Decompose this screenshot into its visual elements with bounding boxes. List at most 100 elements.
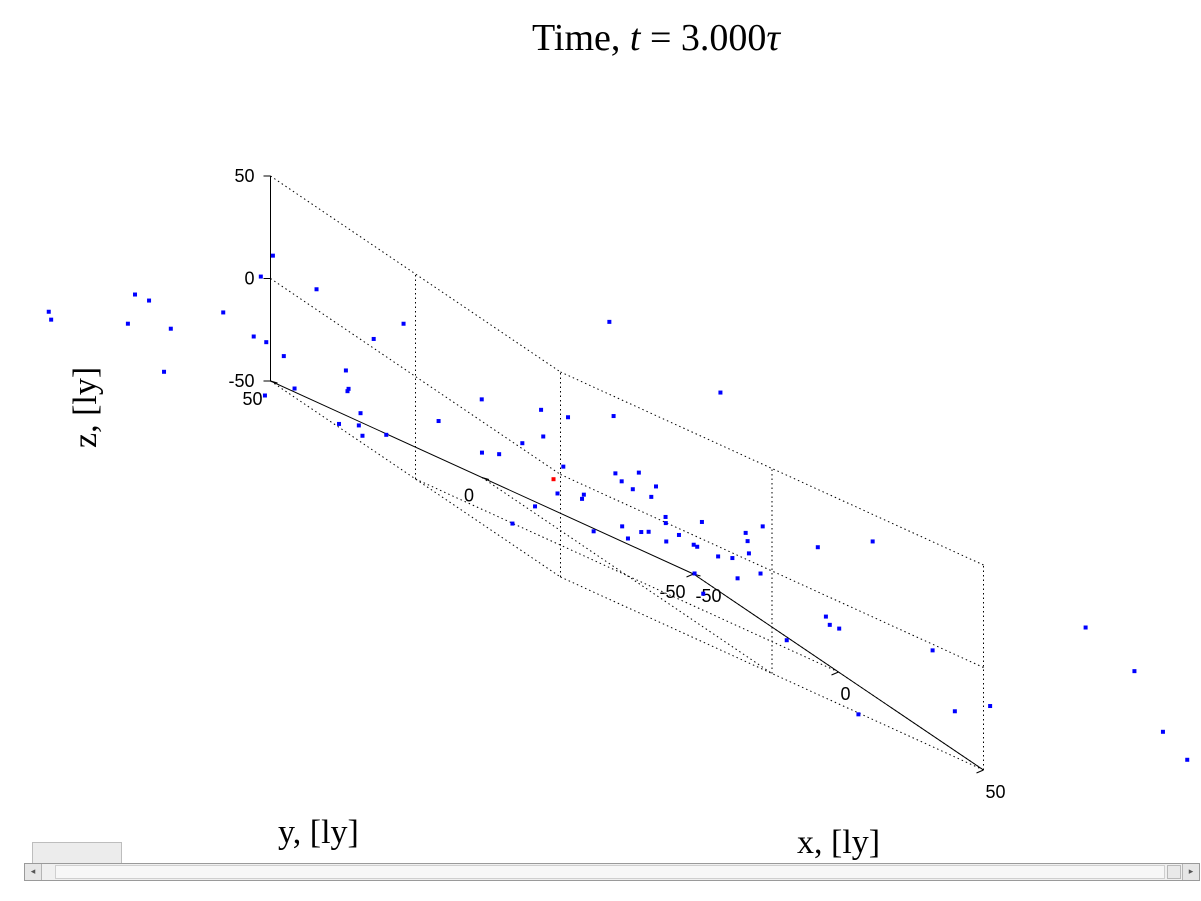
y-tick-mark [481, 477, 490, 480]
wall-grid-line [560, 371, 984, 566]
chart-title-variable: t [630, 17, 642, 59]
scatter-point [1132, 669, 1137, 674]
z-axis-label: z, [ly] [67, 367, 104, 448]
scatter-point [699, 519, 704, 524]
scatter-point [716, 554, 721, 559]
scatter-point [358, 411, 363, 416]
scatter-point [745, 539, 750, 544]
scroll-right-arrow-icon[interactable]: ▸ [1182, 864, 1199, 880]
scatter-point [281, 354, 286, 359]
scatter-point [436, 419, 441, 424]
y-tick-label: 50 [242, 389, 262, 409]
scatter-point [837, 626, 842, 631]
x-tick-mark [976, 769, 984, 774]
scatter-point [292, 386, 297, 391]
y-tick-label: 0 [464, 486, 474, 506]
scatter-point [345, 389, 350, 394]
grid [270, 175, 984, 771]
scatter-point [1185, 757, 1190, 762]
scatter-point [346, 386, 351, 391]
scatter-point [664, 539, 669, 544]
scatter-point [147, 298, 152, 303]
scatter-point [746, 551, 751, 556]
scatter-point [258, 274, 263, 279]
floor-grid-line [560, 576, 984, 771]
scatter-point [371, 336, 376, 341]
scatter-point [133, 292, 138, 297]
y-axis-label: y, [ly] [278, 814, 359, 851]
scatter-point [730, 556, 735, 561]
scatter-point [262, 393, 267, 398]
scatter-point [691, 542, 696, 547]
scatter-point [695, 544, 700, 549]
figure-tab-button[interactable] [32, 842, 122, 865]
scatter-point [630, 487, 635, 492]
scatter-point [46, 309, 51, 314]
chart-title-value: = 3.000 [640, 17, 766, 59]
wall-grid-line [560, 474, 984, 668]
scatter-point [551, 477, 556, 482]
scatter-point [743, 530, 748, 535]
scatter-point [314, 287, 319, 292]
scatter-point [636, 470, 641, 475]
x-tick-label: 0 [841, 684, 851, 704]
scatter-point [784, 638, 789, 643]
x-tick-mark [686, 573, 694, 578]
scrollbar-end-handle[interactable] [1167, 865, 1181, 879]
chart-title-unit: τ [766, 17, 781, 59]
scatter-point [520, 441, 525, 446]
scatter-point [823, 614, 828, 619]
scatter-point [639, 530, 644, 535]
scatter-point [561, 464, 566, 469]
scrollbar-thumb[interactable] [55, 865, 1165, 879]
scatter-point [988, 704, 993, 709]
scatter-point [555, 491, 560, 496]
scatter-point [591, 529, 596, 534]
scatter-point [1083, 625, 1088, 630]
x-tick-label: -50 [696, 586, 722, 606]
scatter-point [360, 433, 365, 438]
scatter-point [625, 536, 630, 541]
scatter-point [735, 576, 740, 581]
scatter-point [541, 434, 546, 439]
x-axis-label: x, [ly] [797, 824, 880, 861]
chart-title: Time, t = 3.000τ [532, 17, 781, 59]
scatter-point [510, 521, 515, 526]
y-tick-mark [270, 380, 278, 384]
z-tick-label: -50 [228, 371, 254, 391]
scatter-point [580, 496, 585, 501]
scatter-point [930, 648, 935, 653]
scatter-point [566, 415, 571, 420]
scatter-point [533, 504, 538, 509]
scatter-point [221, 310, 226, 315]
scatter-point [270, 253, 275, 258]
z-tick-label: 0 [244, 269, 254, 289]
scatter-point [692, 571, 697, 576]
scatter-point [646, 529, 651, 534]
scatter-point [125, 321, 130, 326]
scatter-point [497, 452, 502, 457]
scatter-point [384, 432, 389, 437]
scatter-point [654, 484, 658, 489]
chart-title-prefix: Time, [532, 17, 630, 59]
scatter-point [649, 494, 654, 499]
scatter-point [701, 591, 706, 596]
scatter-point [162, 369, 167, 374]
scatter-point [676, 532, 681, 537]
x-tick-label: 50 [986, 782, 1006, 802]
scatter-point [581, 492, 586, 497]
axes [270, 176, 984, 771]
scatter-point [337, 421, 342, 426]
scatter-point [343, 368, 348, 373]
scatter-point [952, 709, 957, 714]
z-tick-label: 50 [234, 166, 254, 186]
scatter-point [663, 514, 668, 519]
scatter-point [619, 479, 624, 484]
scatter-point [479, 397, 484, 402]
scatter-point [760, 524, 765, 529]
horizontal-scrollbar[interactable]: ◂ ▸ [24, 863, 1200, 881]
x-tick-mark [831, 671, 839, 676]
scroll-left-arrow-icon[interactable]: ◂ [25, 864, 42, 880]
